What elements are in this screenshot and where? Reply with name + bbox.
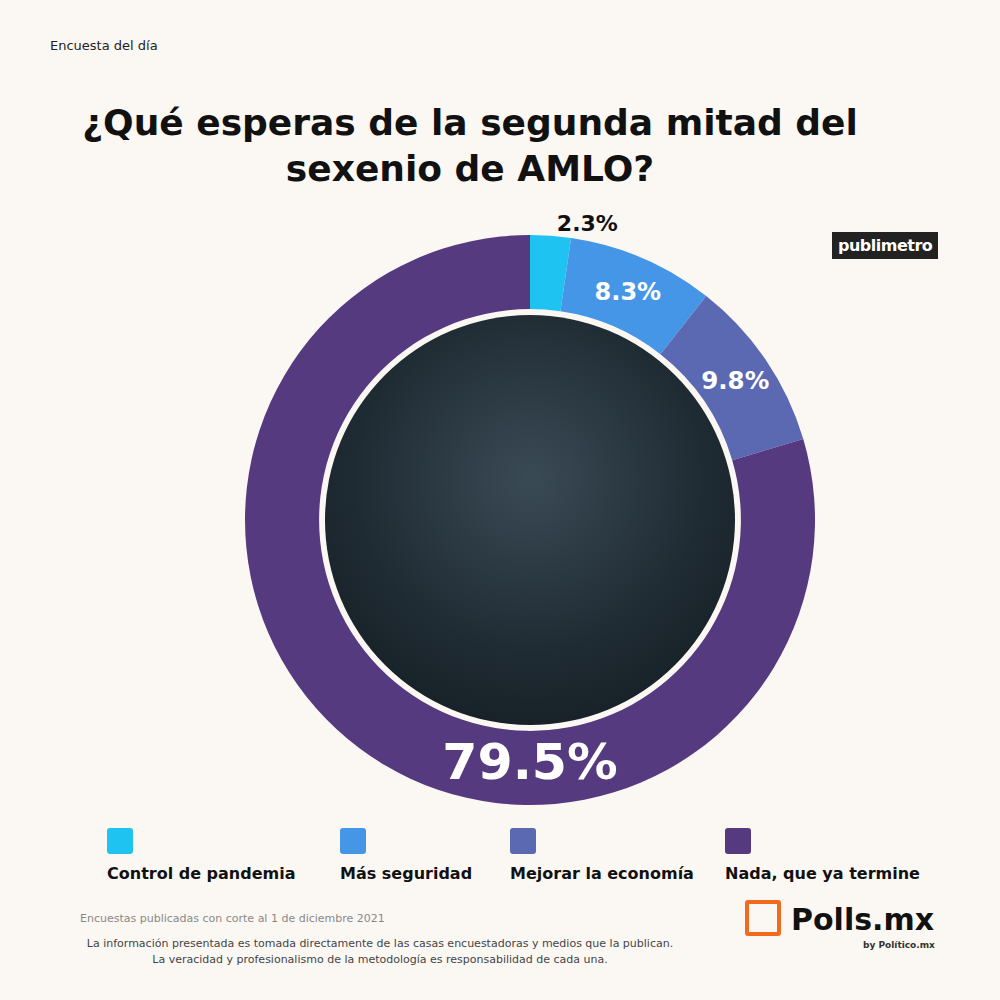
html-text:¿Qué esperas de la segunda mit: ¿Qué esperas de la segunda mitad del sex…: [82, 102, 858, 189]
html-text:Encuesta del día: Encuesta del día: [50, 38, 158, 53]
html-text:Polls.mx: Polls.mx: [791, 902, 934, 937]
html-text:Nada, que ya termine: Nada, que ya termine: [725, 864, 920, 883]
html-text:La información presentada es t: La información presentada es tomada dire…: [86, 937, 674, 950]
svg-text:2.3%: 2.3%: [557, 211, 618, 236]
html-text:Más seguridad: Más seguridad: [340, 864, 473, 883]
html-text:Control de pandemia: Control de pandemia: [107, 864, 296, 883]
svg-text:9.8%: 9.8%: [701, 366, 769, 395]
html-text:Encuestas publicadas con corte: Encuestas publicadas con corte al 1 de d…: [80, 912, 385, 925]
html-text:La veracidad y profesionalismo: La veracidad y profesionalismo de la met…: [152, 953, 608, 966]
html-text:by Político.mx: by Político.mx: [863, 940, 935, 950]
svg-text:8.3%: 8.3%: [595, 278, 662, 306]
svg-text:79.5%: 79.5%: [442, 732, 618, 791]
html-text:Mejorar la economía: Mejorar la economía: [510, 864, 694, 883]
html-text:publimetro: publimetro: [838, 236, 933, 255]
